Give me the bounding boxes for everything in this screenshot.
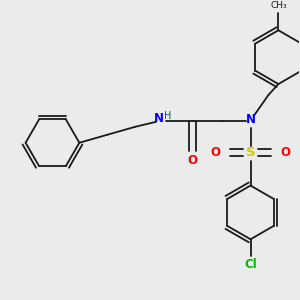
- Text: N: N: [245, 113, 256, 126]
- Text: CH₃: CH₃: [270, 1, 287, 10]
- Text: S: S: [246, 146, 255, 159]
- Text: O: O: [188, 154, 198, 167]
- Text: H: H: [164, 111, 172, 121]
- Text: Cl: Cl: [244, 258, 257, 271]
- Text: N: N: [154, 112, 164, 125]
- Text: O: O: [280, 146, 290, 159]
- Text: O: O: [211, 146, 221, 159]
